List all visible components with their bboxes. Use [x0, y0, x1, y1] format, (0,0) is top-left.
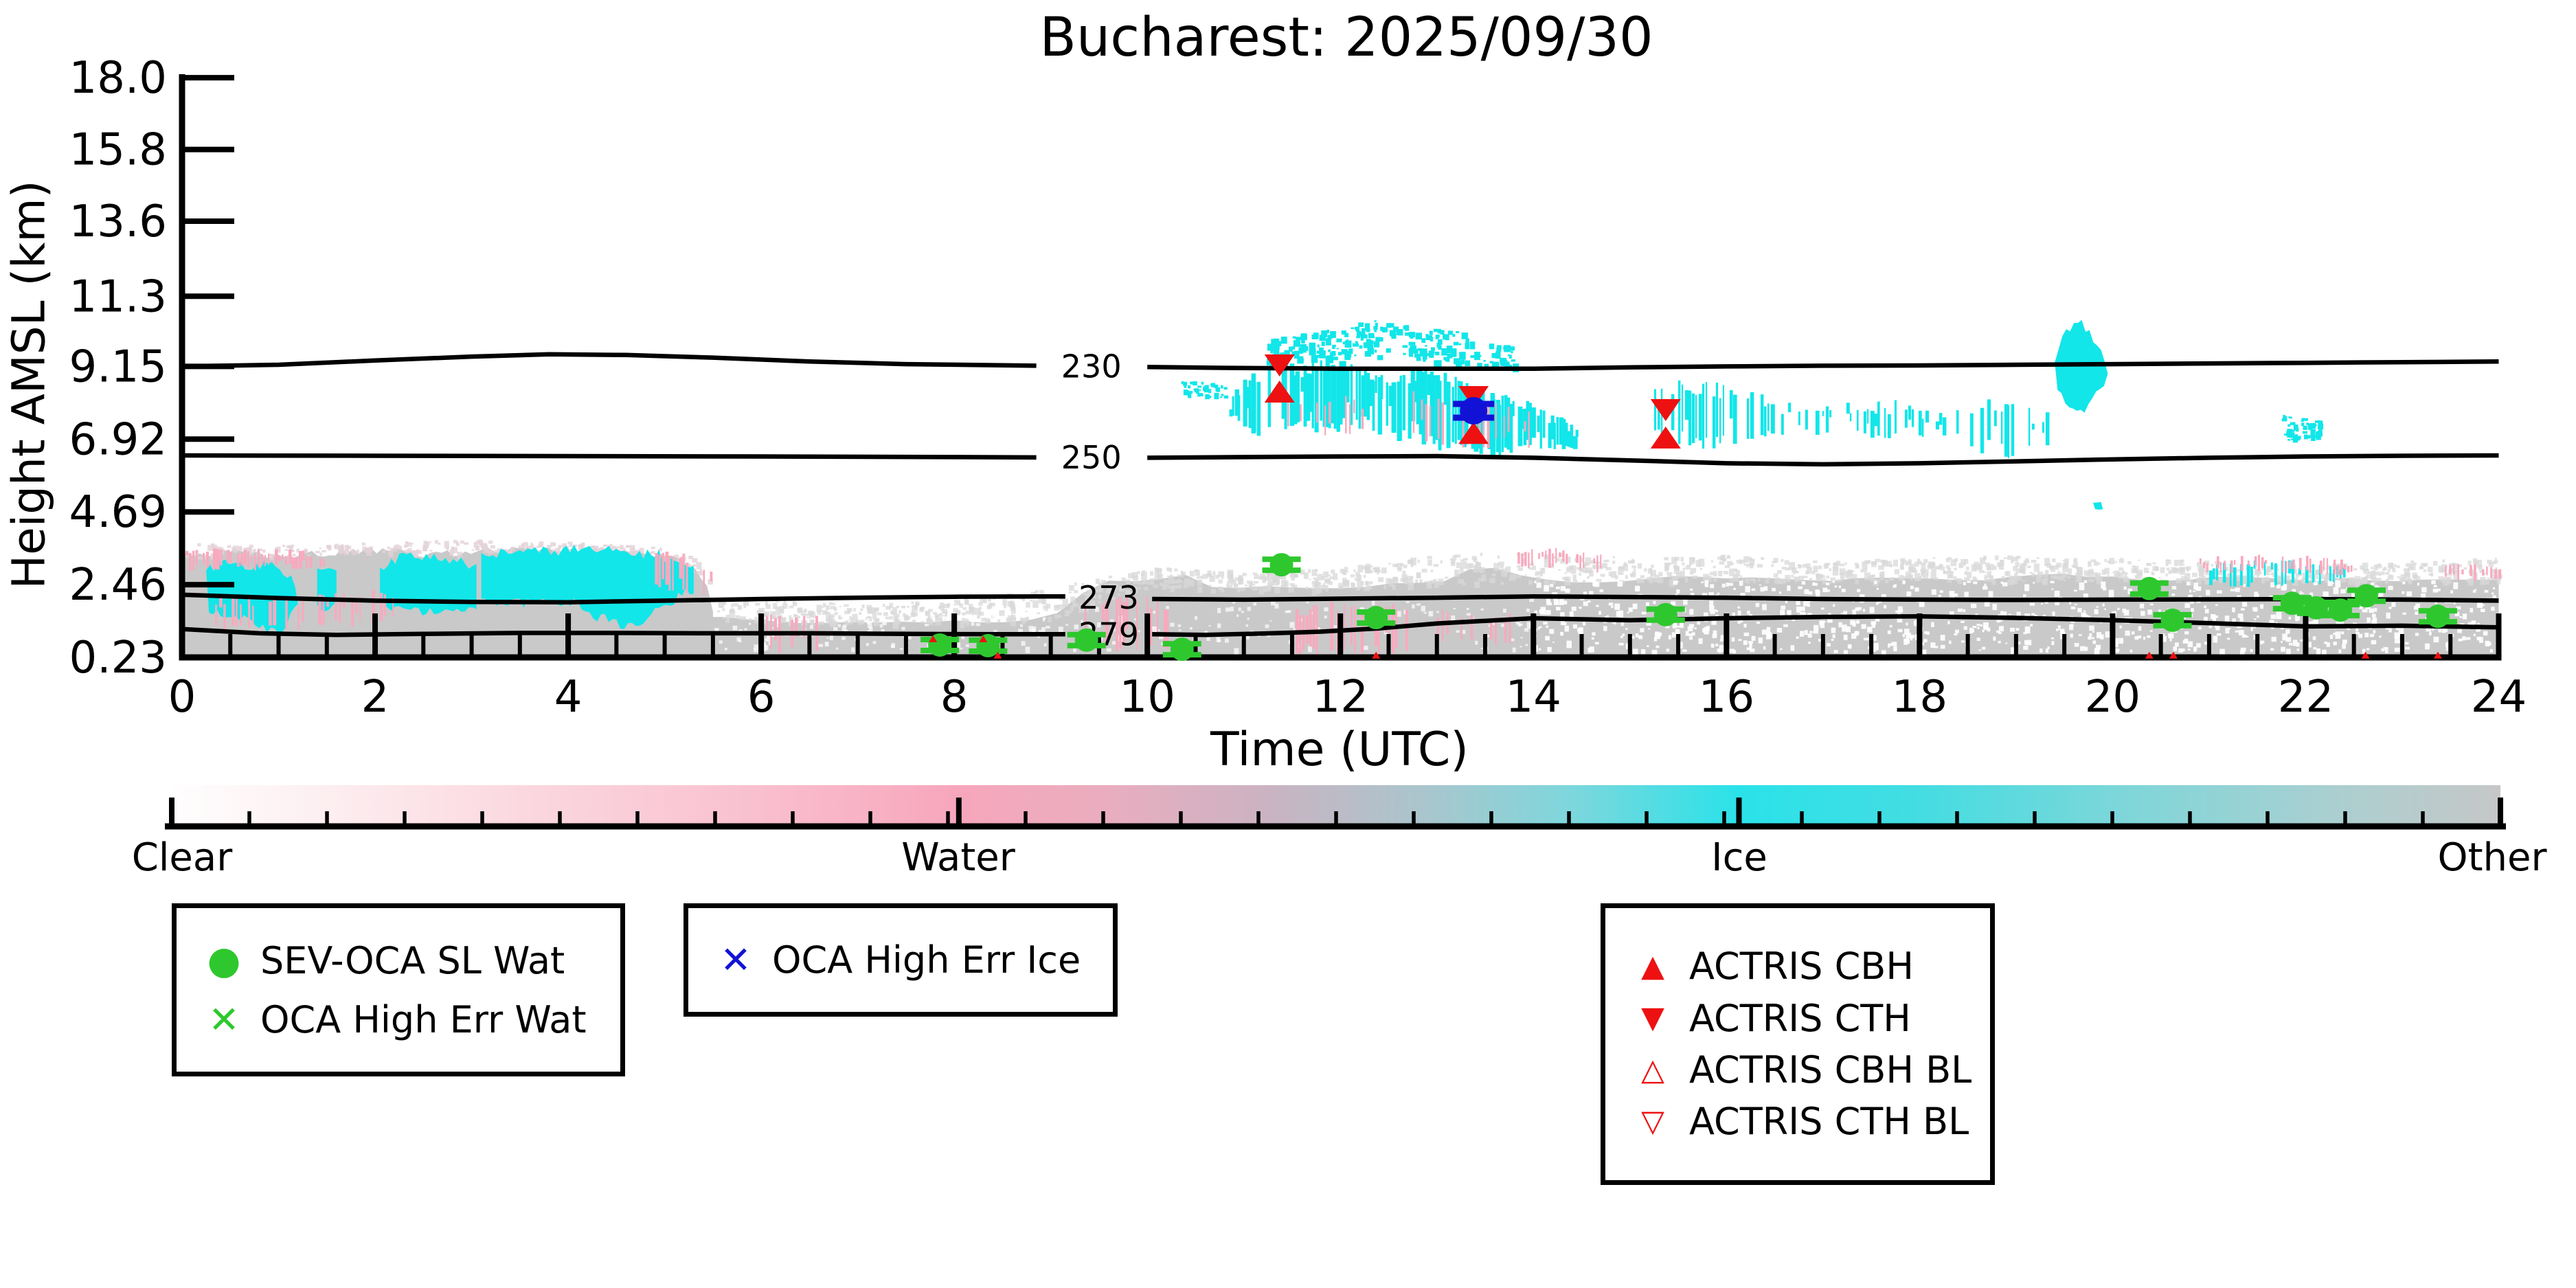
- y-axis-label: Height AMSL (km): [2, 180, 56, 589]
- ice-mid-wisps: [1266, 320, 1519, 372]
- y-tick-label-2.46: 2.46: [69, 560, 168, 611]
- colorbar: [165, 785, 2506, 830]
- sev-oca-sl-wat-point: [1067, 628, 1106, 652]
- actris-cbh-small-marker: [1372, 651, 1381, 659]
- red-triangle-down-open-icon: ▽: [1641, 1103, 1664, 1139]
- legend-item: ▲ ACTRIS CBH: [1631, 945, 1990, 988]
- green-x-icon: ✕: [208, 998, 240, 1042]
- water-14-top: [1517, 547, 1602, 573]
- y-tick-label-0.23: 0.23: [69, 633, 168, 683]
- sev-oca-sl-wat-point: [1357, 606, 1396, 630]
- legend-label: ACTRIS CTH BL: [1689, 1100, 1969, 1144]
- legend-item: ● SEV-OCA SL Wat: [203, 938, 620, 983]
- actris-cbh-small-marker: [2361, 651, 2370, 659]
- y-tick-label-18.0: 18.0: [69, 53, 168, 104]
- ice-specks-21.9: [2281, 415, 2324, 443]
- x-tick-label-14: 14: [1506, 672, 1561, 723]
- colorbar-label-clear: Clear: [131, 835, 233, 880]
- legend-box-satellite-water: ● SEV-OCA SL Wat ✕ OCA High Err Wat: [172, 903, 625, 1076]
- page-title: Bucharest: 2025/09/30: [1039, 7, 1653, 69]
- x-tick-label-20: 20: [2085, 672, 2140, 723]
- legend-label: OCA High Err Ice: [772, 938, 1081, 982]
- contour-label-273: 273: [1078, 579, 1139, 616]
- sev-oca-sl-wat-point: [1262, 553, 1301, 577]
- legend-item: ▽ ACTRIS CTH BL: [1631, 1101, 1990, 1142]
- blue-x-icon: ✕: [720, 938, 752, 982]
- y-tick-label-9.15: 9.15: [69, 341, 168, 392]
- observation-markers: [920, 354, 2457, 662]
- oca-high-err-ice-point: [1453, 396, 1495, 425]
- water-left-right: [655, 552, 713, 596]
- water-mid-1: [1287, 396, 1364, 436]
- y-tick-label-13.6: 13.6: [69, 196, 168, 247]
- x-tick-label-2: 2: [361, 672, 389, 723]
- actris-cbh-marker: [1458, 422, 1489, 444]
- x-tick-label-18: 18: [1892, 672, 1947, 723]
- x-tick-label-8: 8: [940, 672, 969, 723]
- legend-item: △ ACTRIS CBH BL: [1631, 1048, 1990, 1092]
- ice-mid-2: [1653, 380, 2050, 458]
- sev-oca-sl-wat-point: [2129, 576, 2169, 600]
- actris-cbh-small-marker: [929, 635, 938, 642]
- sev-oca-sl-wat-point: [1646, 602, 1685, 626]
- sev-oca-sl-wat-point: [2418, 605, 2457, 629]
- colorbar-label-other: Other: [2437, 835, 2547, 880]
- legend-label: SEV-OCA SL Wat: [260, 938, 565, 982]
- actris-cbh-marker: [1264, 380, 1295, 403]
- colorbar-label-ice: Ice: [1711, 835, 1767, 880]
- legend-box-actris: ▲ ACTRIS CBH ▼ ACTRIS CTH △ ACTRIS CBH B…: [1601, 903, 1995, 1185]
- x-tick-label-0: 0: [168, 672, 196, 723]
- ice-left-4: [481, 544, 694, 629]
- x-tick-label-4: 4: [554, 672, 583, 723]
- legend-box-satellite-ice: ✕ OCA High Err Ice: [683, 903, 1118, 1017]
- ice-dot-19.85: [2093, 501, 2103, 510]
- sev-oca-sl-wat-point: [2153, 608, 2192, 632]
- legend-label: ACTRIS CBH BL: [1689, 1048, 1972, 1092]
- actris-cbh-small-marker: [979, 635, 988, 642]
- colorbar-label-water: Water: [901, 835, 1015, 880]
- x-tick-label-22: 22: [2278, 672, 2334, 723]
- x-tick-label-6: 6: [747, 672, 776, 723]
- x-tick-label-12: 12: [1313, 672, 1368, 723]
- x-tick-label-24: 24: [2471, 672, 2527, 723]
- plot-axes: 0 2 4 6 8 10 12 14 16 18 20 22 2418.015.813.611.39.1…: [69, 53, 2527, 723]
- legend-label: ACTRIS CTH: [1689, 996, 1911, 1040]
- y-tick-label-11.3: 11.3: [69, 271, 168, 322]
- red-triangle-down-icon: ▼: [1641, 1000, 1664, 1036]
- sev-oca-sl-wat-point: [1162, 637, 1201, 662]
- contour-label-250: 250: [1061, 439, 1122, 476]
- y-tick-label-6.92: 6.92: [69, 414, 168, 465]
- sev-oca-sl-wat-point: [2347, 584, 2386, 608]
- water-left-mid: [215, 589, 394, 630]
- legend-item: ✕ OCA High Err Wat: [203, 998, 620, 1042]
- y-tick-label-4.69: 4.69: [69, 487, 168, 538]
- actris-cbh-small-marker: [993, 651, 1002, 659]
- actris-cbh-small-marker: [2145, 651, 2154, 659]
- water-21-22-top: [2199, 554, 2353, 576]
- red-triangle-up-icon: ▲: [1641, 948, 1664, 984]
- actris-cbh-marker: [1650, 426, 1681, 449]
- contour-label-230: 230: [1061, 348, 1122, 385]
- red-triangle-up-open-icon: △: [1641, 1052, 1664, 1087]
- legend-item: ✕ OCA High Err Ice: [714, 938, 1113, 982]
- water-23-24-top: [2445, 563, 2502, 581]
- actris-cbh-small-marker: [2169, 651, 2178, 659]
- green-dot-icon: ●: [207, 938, 241, 983]
- actris-cbh-small-marker: [2433, 651, 2442, 659]
- sev-oca-sl-wat-point: [2321, 598, 2360, 622]
- actris-cth-marker: [1264, 354, 1295, 376]
- legend-label: OCA High Err Wat: [260, 998, 587, 1042]
- y-tick-label-15.8: 15.8: [69, 125, 168, 176]
- x-tick-label-16: 16: [1699, 672, 1754, 723]
- actris-cth-marker: [1650, 399, 1681, 422]
- legend-item: ▼ ACTRIS CTH: [1631, 996, 1990, 1040]
- legend-label: ACTRIS CBH: [1689, 945, 1914, 988]
- ice-specks-10.5: [1181, 381, 1229, 400]
- x-tick-label-10: 10: [1119, 672, 1175, 723]
- x-axis-label: Time (UTC): [1210, 723, 1469, 777]
- water-mid-2: [1412, 391, 1530, 449]
